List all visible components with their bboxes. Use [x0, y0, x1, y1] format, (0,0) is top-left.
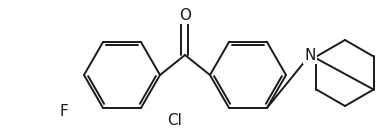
Text: Cl: Cl: [167, 113, 182, 128]
Text: N: N: [304, 47, 316, 63]
Text: F: F: [59, 104, 68, 120]
Text: O: O: [179, 8, 191, 23]
